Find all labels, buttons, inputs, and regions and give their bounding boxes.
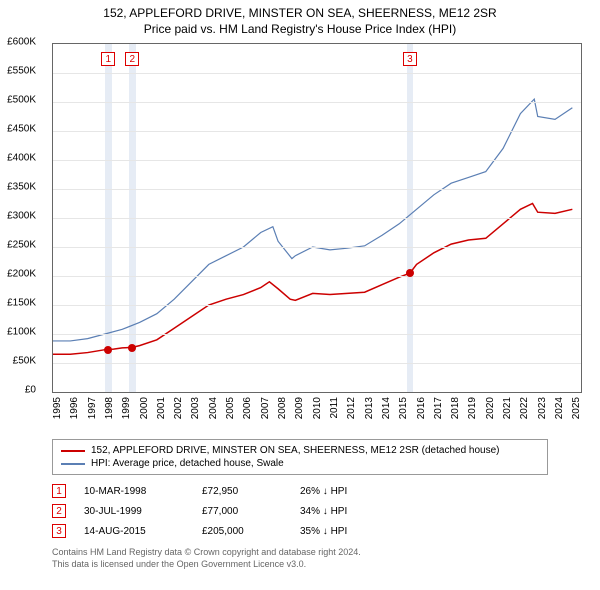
y-tick: £50K: [13, 356, 36, 367]
sale-marker-number: 2: [125, 52, 139, 66]
legend: 152, APPLEFORD DRIVE, MINSTER ON SEA, SH…: [52, 439, 548, 475]
x-tick: 2017: [433, 397, 444, 419]
legend-row-property: 152, APPLEFORD DRIVE, MINSTER ON SEA, SH…: [61, 444, 539, 457]
y-tick: £200K: [7, 269, 36, 280]
sales-row-hpi: 35% ↓ HPI: [300, 526, 380, 537]
footer-line-1: Contains HM Land Registry data © Crown c…: [52, 547, 548, 559]
sales-row-date: 10-MAR-1998: [84, 486, 184, 497]
sales-row-hpi: 34% ↓ HPI: [300, 506, 380, 517]
x-tick: 1996: [69, 397, 80, 419]
y-tick: £250K: [7, 240, 36, 251]
gridline: [53, 131, 581, 132]
plot-area: 12 3: [52, 43, 582, 393]
sales-row-price: £205,000: [202, 526, 282, 537]
sales-table: 1 10-MAR-1998 £72,950 26% ↓ HPI 2 30-JUL-1999…: [52, 481, 548, 541]
gridline: [53, 363, 581, 364]
x-tick: 2014: [381, 397, 392, 419]
x-tick: 2018: [450, 397, 461, 419]
x-tick: 2015: [398, 397, 409, 419]
x-tick: 2012: [346, 397, 357, 419]
sales-row-date: 30-JUL-1999: [84, 506, 184, 517]
legend-label-property: 152, APPLEFORD DRIVE, MINSTER ON SEA, SH…: [91, 445, 500, 456]
y-tick: £350K: [7, 182, 36, 193]
x-tick: 2005: [225, 397, 236, 419]
y-tick: £550K: [7, 66, 36, 77]
y-tick: £300K: [7, 211, 36, 222]
x-tick: 1998: [104, 397, 115, 419]
sales-row: 1 10-MAR-1998 £72,950 26% ↓ HPI: [52, 481, 548, 501]
x-tick: 2016: [416, 397, 427, 419]
y-tick: £600K: [7, 37, 36, 48]
x-tick: 2004: [208, 397, 219, 419]
y-axis: £0£50K£100K£150K£200K£250K£300K£350K£400…: [0, 42, 40, 392]
gridline: [53, 305, 581, 306]
title-line-1: 152, APPLEFORD DRIVE, MINSTER ON SEA, SH…: [10, 6, 590, 22]
x-tick: 2011: [329, 397, 340, 419]
x-tick: 2008: [277, 397, 288, 419]
sale-point: [128, 344, 136, 352]
x-axis: 1995 1996 1997 1998 1999 2000 2001 2002 2003 2004…: [52, 393, 582, 433]
sale-marker-number: 3: [403, 52, 417, 66]
chart-container: 152, APPLEFORD DRIVE, MINSTER ON SEA, SH…: [0, 0, 600, 590]
x-tick: 1995: [52, 397, 63, 419]
x-tick: 2000: [139, 397, 150, 419]
x-tick: 2019: [467, 397, 478, 419]
y-tick: £500K: [7, 95, 36, 106]
x-tick: 2024: [554, 397, 565, 419]
title-line-2: Price paid vs. HM Land Registry's House …: [10, 22, 590, 38]
y-tick: £0: [25, 385, 36, 396]
sale-point: [104, 346, 112, 354]
y-tick: £450K: [7, 124, 36, 135]
x-tick: 2013: [364, 397, 375, 419]
sales-row-hpi: 26% ↓ HPI: [300, 486, 380, 497]
x-tick: 1999: [121, 397, 132, 419]
sales-row: 3 14-AUG-2015 £205,000 35% ↓ HPI: [52, 521, 548, 541]
sales-row-price: £77,000: [202, 506, 282, 517]
gridline: [53, 334, 581, 335]
x-tick: 2007: [260, 397, 271, 419]
x-tick: 2021: [502, 397, 513, 419]
x-tick: 2010: [312, 397, 323, 419]
x-tick: 2003: [190, 397, 201, 419]
sales-row-number: 2: [52, 504, 66, 518]
legend-swatch-property: [61, 450, 85, 452]
sales-row-number: 1: [52, 484, 66, 498]
x-tick: 2002: [173, 397, 184, 419]
gridline: [53, 73, 581, 74]
y-tick: £400K: [7, 153, 36, 164]
x-tick: 2009: [294, 397, 305, 419]
x-tick: 2020: [485, 397, 496, 419]
x-tick: 2022: [519, 397, 530, 419]
legend-swatch-hpi: [61, 463, 85, 465]
sales-row-number: 3: [52, 524, 66, 538]
y-tick: £150K: [7, 298, 36, 309]
x-tick: 2023: [537, 397, 548, 419]
sale-marker-number: 1: [101, 52, 115, 66]
footer-line-2: This data is licensed under the Open Gov…: [52, 559, 548, 571]
sales-row-date: 14-AUG-2015: [84, 526, 184, 537]
x-tick: 1997: [87, 397, 98, 419]
footer: Contains HM Land Registry data © Crown c…: [52, 547, 548, 570]
sale-point: [406, 269, 414, 277]
legend-row-hpi: HPI: Average price, detached house, Swal…: [61, 457, 539, 470]
x-tick: 2006: [242, 397, 253, 419]
x-tick: 2001: [156, 397, 167, 419]
gridline: [53, 160, 581, 161]
sales-row: 2 30-JUL-1999 £77,000 34% ↓ HPI: [52, 501, 548, 521]
sales-row-price: £72,950: [202, 486, 282, 497]
gridline: [53, 276, 581, 277]
chart-title: 152, APPLEFORD DRIVE, MINSTER ON SEA, SH…: [10, 6, 590, 37]
gridline: [53, 247, 581, 248]
gridline: [53, 218, 581, 219]
gridline: [53, 189, 581, 190]
series-line: [53, 204, 572, 355]
x-tick: 2025: [571, 397, 582, 419]
y-tick: £100K: [7, 327, 36, 338]
gridline: [53, 102, 581, 103]
legend-label-hpi: HPI: Average price, detached house, Swal…: [91, 458, 284, 469]
